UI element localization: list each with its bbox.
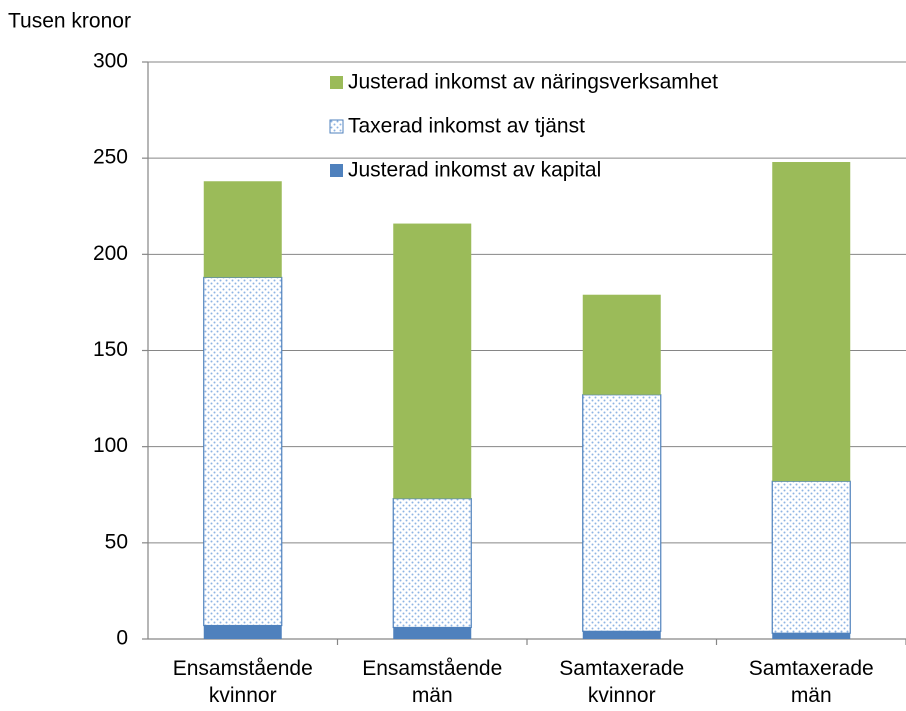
y-tick-label: 250 [93,146,128,169]
y-tick-label: 100 [93,434,128,457]
bar-segment [203,276,283,627]
bar-segment [582,394,662,632]
y-tick-label: 50 [105,530,128,553]
legend-swatch [330,76,343,89]
bar-segment [771,480,851,634]
bar-segment [582,631,661,639]
bar-segment [392,497,472,629]
bar-segment [393,627,472,639]
legend-label: Taxerad inkomst av tjänst [348,115,585,138]
x-tick-label: Ensamstående män [362,657,502,707]
y-tick-label: 150 [93,338,128,361]
x-tick-label: Samtaxerade kvinnor [559,657,684,707]
bar-segment [772,633,851,639]
y-tick-label: 0 [116,627,128,650]
bar-segment [582,294,661,395]
bar-segment [203,181,282,278]
legend-label: Justerad inkomst av kapital [348,159,601,182]
bar-segment [393,223,472,499]
legend-swatch [329,119,344,134]
legend-label: Justerad inkomst av näringsverksamhet [348,71,718,94]
y-tick-label: 300 [93,50,128,73]
x-tick-label: Samtaxerade män [749,657,874,707]
y-axis-label: Tusen kronor [8,10,131,33]
bar-segment [203,625,282,639]
bar-segment [772,162,851,482]
y-tick-label: 200 [93,242,128,265]
x-tick-label: Ensamstående kvinnor [173,657,313,707]
legend-swatch [330,164,343,177]
